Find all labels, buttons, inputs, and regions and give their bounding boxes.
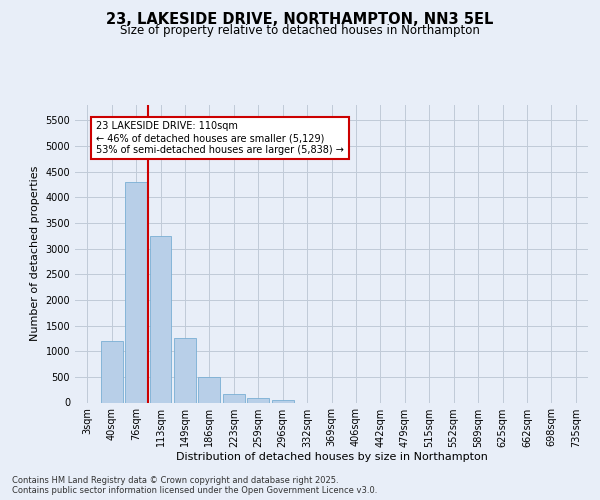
Text: Contains public sector information licensed under the Open Government Licence v3: Contains public sector information licen…: [12, 486, 377, 495]
Text: 23 LAKESIDE DRIVE: 110sqm
← 46% of detached houses are smaller (5,129)
53% of se: 23 LAKESIDE DRIVE: 110sqm ← 46% of detac…: [96, 122, 344, 154]
Text: 23, LAKESIDE DRIVE, NORTHAMPTON, NN3 5EL: 23, LAKESIDE DRIVE, NORTHAMPTON, NN3 5EL: [106, 12, 494, 28]
Y-axis label: Number of detached properties: Number of detached properties: [30, 166, 40, 342]
Bar: [247, 398, 269, 402]
Text: Size of property relative to detached houses in Northampton: Size of property relative to detached ho…: [120, 24, 480, 37]
X-axis label: Distribution of detached houses by size in Northampton: Distribution of detached houses by size …: [176, 452, 487, 462]
Text: Contains HM Land Registry data © Crown copyright and database right 2025.: Contains HM Land Registry data © Crown c…: [12, 476, 338, 485]
Bar: [272, 400, 293, 402]
Bar: [125, 182, 147, 402]
Bar: [101, 341, 122, 402]
Bar: [174, 338, 196, 402]
Bar: [223, 394, 245, 402]
Bar: [149, 236, 172, 402]
Bar: [199, 377, 220, 402]
